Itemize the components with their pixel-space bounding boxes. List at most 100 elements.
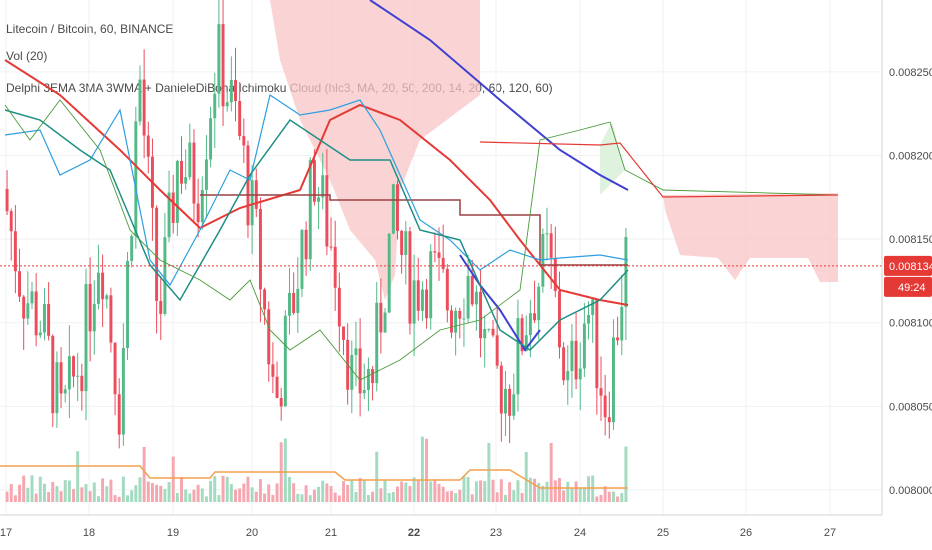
- candle-body: [134, 121, 138, 237]
- candle-body: [366, 369, 370, 390]
- volume-bar: [553, 480, 557, 502]
- volume-bar: [163, 488, 167, 502]
- candle-body: [541, 234, 545, 287]
- volume-bar: [429, 481, 433, 502]
- candle-body: [533, 313, 537, 321]
- y-tick-label: 0.008150: [889, 234, 932, 246]
- legend-volume: Vol (20): [6, 49, 48, 63]
- candle-body: [184, 177, 188, 184]
- candle-body: [379, 302, 383, 333]
- volume-bar: [258, 479, 262, 502]
- volume-bar: [541, 485, 545, 502]
- volume-bar: [624, 446, 628, 502]
- candle-body: [520, 318, 524, 352]
- candle-body: [487, 328, 491, 330]
- volume-bar: [180, 477, 183, 502]
- candle-body: [234, 79, 237, 102]
- volume-bar: [130, 490, 134, 502]
- candle-body: [130, 236, 134, 261]
- volume-bar: [300, 494, 304, 502]
- volume-bar: [499, 479, 503, 502]
- candle-body: [192, 142, 196, 204]
- candle-body: [429, 251, 433, 319]
- volume-bar: [412, 477, 416, 502]
- candle-body: [354, 348, 358, 355]
- volume-bar: [121, 476, 125, 502]
- volume-bar: [51, 482, 55, 502]
- candle-body: [67, 356, 71, 390]
- x-tick-label: 27: [824, 527, 836, 539]
- x-tick-label: 23: [490, 527, 502, 539]
- volume-bar: [192, 489, 196, 502]
- candle-body: [404, 231, 408, 255]
- volume-bar: [242, 483, 246, 502]
- volume-bar: [304, 485, 308, 502]
- volume-bar: [458, 489, 462, 502]
- candle-body: [96, 272, 100, 304]
- volume-bar: [250, 487, 254, 502]
- candle-body: [126, 260, 129, 348]
- candle-body: [545, 233, 549, 235]
- y-tick-label: 0.008050: [889, 401, 932, 413]
- candle-body: [371, 369, 375, 384]
- candle-body: [167, 192, 171, 238]
- candle-body: [499, 365, 503, 414]
- volume-bar: [379, 488, 383, 502]
- candle-body: [101, 272, 105, 300]
- volume-bar: [358, 477, 362, 502]
- candle-body: [213, 93, 217, 119]
- candle-body: [325, 175, 329, 247]
- candle-body: [188, 142, 192, 178]
- candle-body: [474, 291, 478, 305]
- candle-body: [454, 310, 458, 333]
- candle-body: [466, 276, 470, 319]
- candle-body: [537, 286, 541, 321]
- volume-bar: [437, 483, 441, 502]
- volume-bar: [557, 478, 561, 502]
- candle-body: [200, 189, 204, 223]
- leading-span-line: [4, 99, 839, 381]
- candle-body: [574, 340, 578, 380]
- volume-bar: [34, 493, 38, 502]
- candle-body: [620, 307, 624, 341]
- candle-body: [342, 326, 345, 340]
- volume-bar: [296, 493, 300, 502]
- last-price-label: 0.008134: [889, 261, 932, 273]
- candle-body: [263, 289, 267, 310]
- volume-bar: [445, 491, 449, 502]
- candle-body: [479, 291, 483, 339]
- candle-body: [80, 375, 84, 392]
- candle-body: [9, 211, 13, 232]
- volume-bar: [221, 475, 225, 502]
- volume-bar: [67, 480, 71, 502]
- candle-body: [383, 312, 387, 333]
- candle-body: [279, 398, 283, 407]
- volume-bar: [491, 479, 495, 502]
- candle-body: [308, 160, 312, 260]
- candle-body: [391, 184, 395, 234]
- candle-body: [425, 289, 429, 319]
- candle-body: [362, 389, 366, 394]
- volume-bar: [337, 495, 341, 502]
- volume-bar: [362, 479, 366, 502]
- volume-bar: [155, 484, 159, 502]
- candle-body: [441, 257, 445, 270]
- candle-body: [599, 388, 603, 396]
- candle-body: [462, 318, 466, 320]
- candle-body: [163, 237, 167, 314]
- candle-body: [105, 295, 109, 300]
- volume-bar: [528, 477, 532, 502]
- volume-bar: [101, 478, 105, 502]
- volume-bar: [196, 484, 200, 502]
- candle-body: [47, 303, 51, 336]
- candle-body: [387, 233, 391, 313]
- candle-body: [420, 289, 424, 311]
- volume-bar: [126, 495, 129, 502]
- volume-bar: [246, 476, 250, 502]
- candle-body: [300, 229, 304, 289]
- candle-body: [51, 335, 55, 414]
- candle-body: [516, 318, 520, 395]
- candle-body: [445, 269, 449, 311]
- candle-body: [146, 135, 150, 157]
